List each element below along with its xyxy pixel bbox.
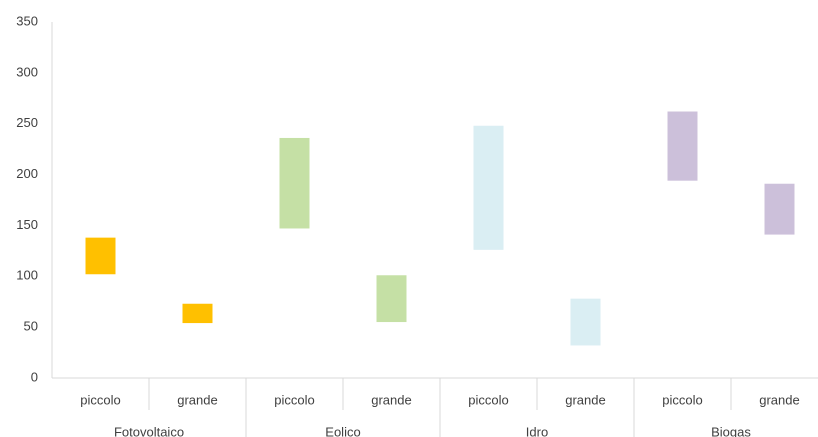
- y-tick-label: 50: [24, 319, 38, 334]
- x-tick-label: grande: [565, 392, 605, 407]
- y-tick-label: 250: [16, 115, 38, 130]
- range-bar: [667, 111, 698, 181]
- range-bar: [279, 137, 310, 229]
- range-bar: [473, 125, 504, 250]
- y-tick-label: 200: [16, 166, 38, 181]
- group-label: Fotovoltaico: [114, 424, 184, 437]
- x-tick-label: piccolo: [468, 392, 508, 407]
- x-tick-label: grande: [371, 392, 411, 407]
- range-bar: [85, 237, 116, 275]
- x-tick-label: piccolo: [274, 392, 314, 407]
- group-label: Idro: [526, 424, 548, 437]
- range-bar: [182, 303, 213, 324]
- x-tick-label: piccolo: [80, 392, 120, 407]
- group-label: Eolico: [325, 424, 360, 437]
- range-bar: [764, 183, 795, 235]
- y-tick-label: 350: [16, 13, 38, 28]
- y-tick-label: 300: [16, 64, 38, 79]
- x-tick-label: piccolo: [662, 392, 702, 407]
- range-bar: [376, 275, 407, 323]
- x-tick-label: grande: [177, 392, 217, 407]
- y-tick-label: 100: [16, 268, 38, 283]
- group-label: Biogas: [711, 424, 751, 437]
- y-tick-label: 150: [16, 217, 38, 232]
- y-tick-label: 0: [31, 369, 38, 384]
- x-tick-label: grande: [759, 392, 799, 407]
- range-bar: [570, 298, 601, 346]
